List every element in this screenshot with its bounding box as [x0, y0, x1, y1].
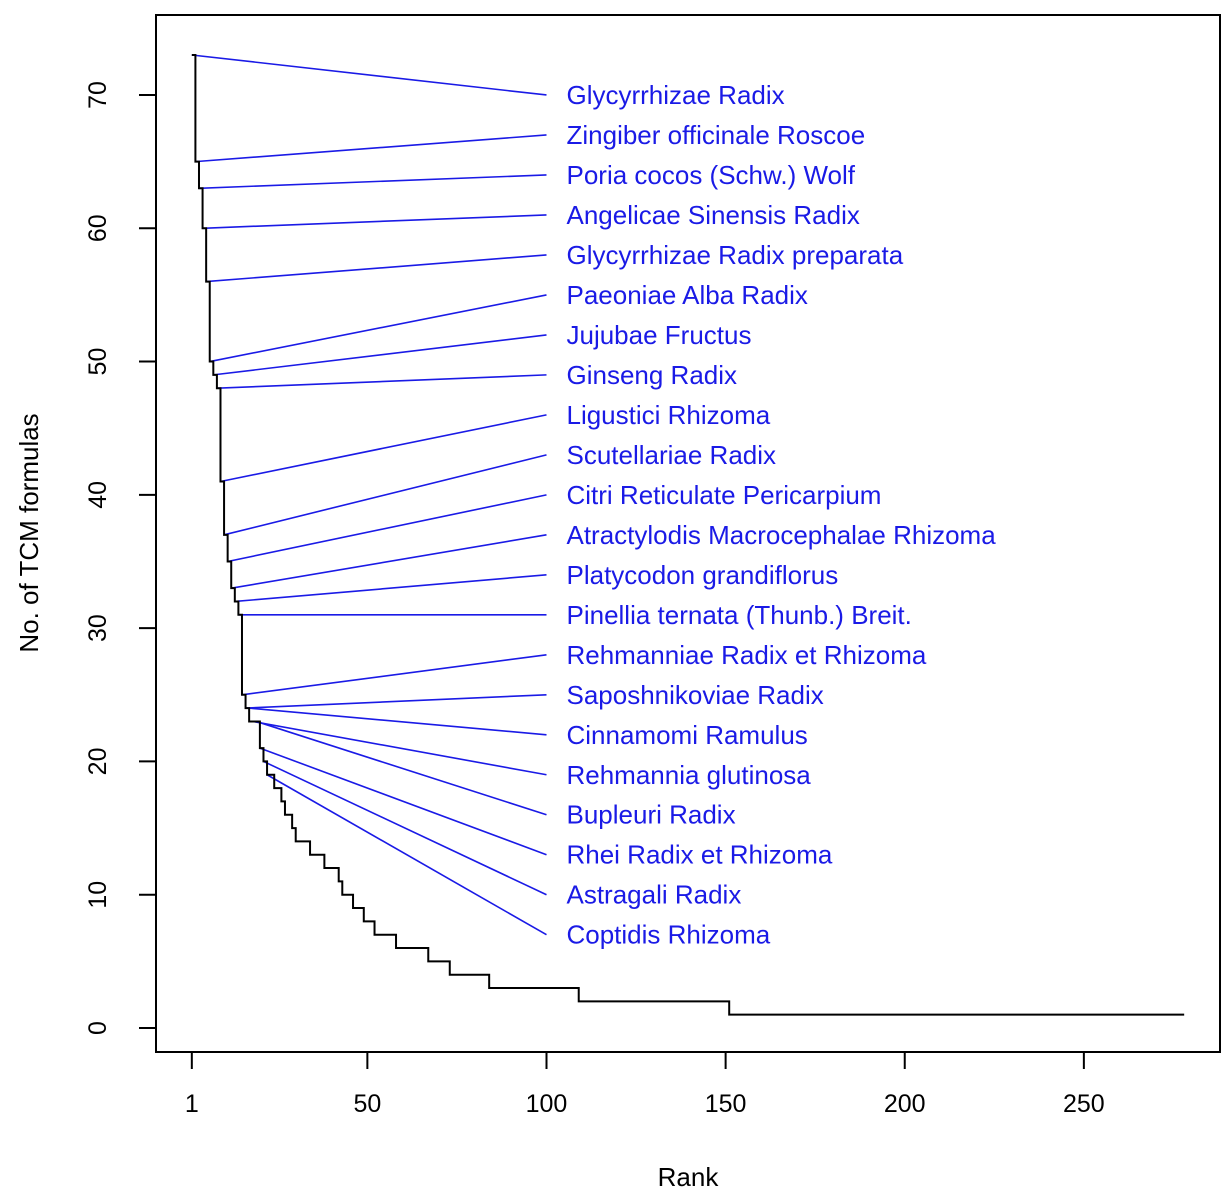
y-axis: 0 10 20 30 40 50 60 70 — [84, 81, 157, 1035]
herb-label: Ligustici Rhizoma — [566, 400, 770, 430]
herb-label: Saposhnikoviae Radix — [566, 680, 823, 710]
herb-label: Platycodon grandiflorus — [566, 560, 838, 590]
y-tick-label: 70 — [84, 81, 112, 109]
x-tick-label: 200 — [884, 1090, 926, 1118]
y-tick-label: 60 — [84, 214, 112, 242]
herb-label: Bupleuri Radix — [566, 800, 735, 830]
annotation-connector — [191, 54, 547, 96]
annotation-connector — [234, 574, 547, 603]
annotation-connector — [220, 414, 547, 483]
y-tick-label: 20 — [84, 748, 112, 776]
herb-label: Glycyrrhizae Radix preparata — [566, 240, 903, 270]
annotation-connector — [249, 707, 547, 736]
annotation-connector — [206, 254, 547, 283]
y-axis-title: No. of TCM formulas — [14, 413, 44, 652]
annotation-connector — [266, 774, 547, 936]
y-tick-label: 30 — [84, 614, 112, 642]
annotation-connector — [209, 294, 547, 363]
annotation-connector — [231, 534, 547, 589]
annotation-connector — [245, 693, 547, 709]
y-tick-label: 40 — [84, 481, 112, 509]
annotation-connector — [227, 494, 547, 563]
y-tick-label: 10 — [84, 881, 112, 909]
herb-label: Angelicae Sinensis Radix — [566, 200, 859, 230]
herb-label: Paeoniae Alba Radix — [566, 280, 807, 310]
herb-label: Coptidis Rhizoma — [566, 920, 770, 950]
herb-label: Citri Reticulate Pericarpium — [566, 480, 881, 510]
x-tick-label: 50 — [353, 1090, 381, 1118]
annotation-connector — [213, 334, 547, 376]
x-tick-label: 150 — [705, 1090, 747, 1118]
herb-label: Scutellariae Radix — [566, 440, 776, 470]
x-tick-label: 1 — [185, 1090, 199, 1118]
x-tick-label: 100 — [526, 1090, 568, 1118]
herb-label: Poria cocos (Schw.) Wolf — [566, 160, 855, 190]
x-tick-label: 250 — [1063, 1090, 1105, 1118]
herb-label: Rehmanniae Radix et Rhizoma — [566, 640, 926, 670]
y-tick-label: 0 — [84, 1021, 112, 1035]
annotation-connector — [216, 374, 547, 390]
herb-label: Zingiber officinale Roscoe — [566, 120, 865, 150]
herb-label: Rehmannia glutinosa — [566, 760, 811, 790]
herb-labels: Glycyrrhizae Radix Zingiber officinale Ro… — [566, 80, 996, 950]
annotation-connector-lines — [191, 54, 547, 936]
herb-label: Jujubae Fructus — [566, 320, 751, 350]
herb-label: Ginseng Radix — [566, 360, 737, 390]
herb-label: Cinnamomi Ramulus — [566, 720, 807, 750]
annotation-connector — [241, 654, 547, 696]
annotation-connector — [202, 214, 547, 230]
y-tick-label: 50 — [84, 348, 112, 376]
herb-label: Rhei Radix et Rhizoma — [566, 840, 832, 870]
x-axis-title: Rank — [658, 1162, 720, 1192]
annotation-connector — [195, 134, 547, 163]
rank-step-curve — [191, 53, 1185, 1016]
annotation-connector — [198, 174, 547, 190]
herb-label: Astragali Radix — [566, 880, 741, 910]
annotation-connector — [263, 760, 547, 896]
annotation-connector — [252, 720, 547, 776]
herb-label: Pinellia ternata (Thunb.) Breit. — [566, 600, 911, 630]
x-axis: 1 50 100 150 200 250 — [185, 1051, 1105, 1118]
herb-label: Atractylodis Macrocephalae Rhizoma — [566, 520, 996, 550]
annotation-connector — [256, 720, 547, 816]
annotation-connector — [259, 747, 547, 856]
herb-label: Glycyrrhizae Radix — [566, 80, 784, 110]
annotation-connector — [223, 454, 547, 536]
